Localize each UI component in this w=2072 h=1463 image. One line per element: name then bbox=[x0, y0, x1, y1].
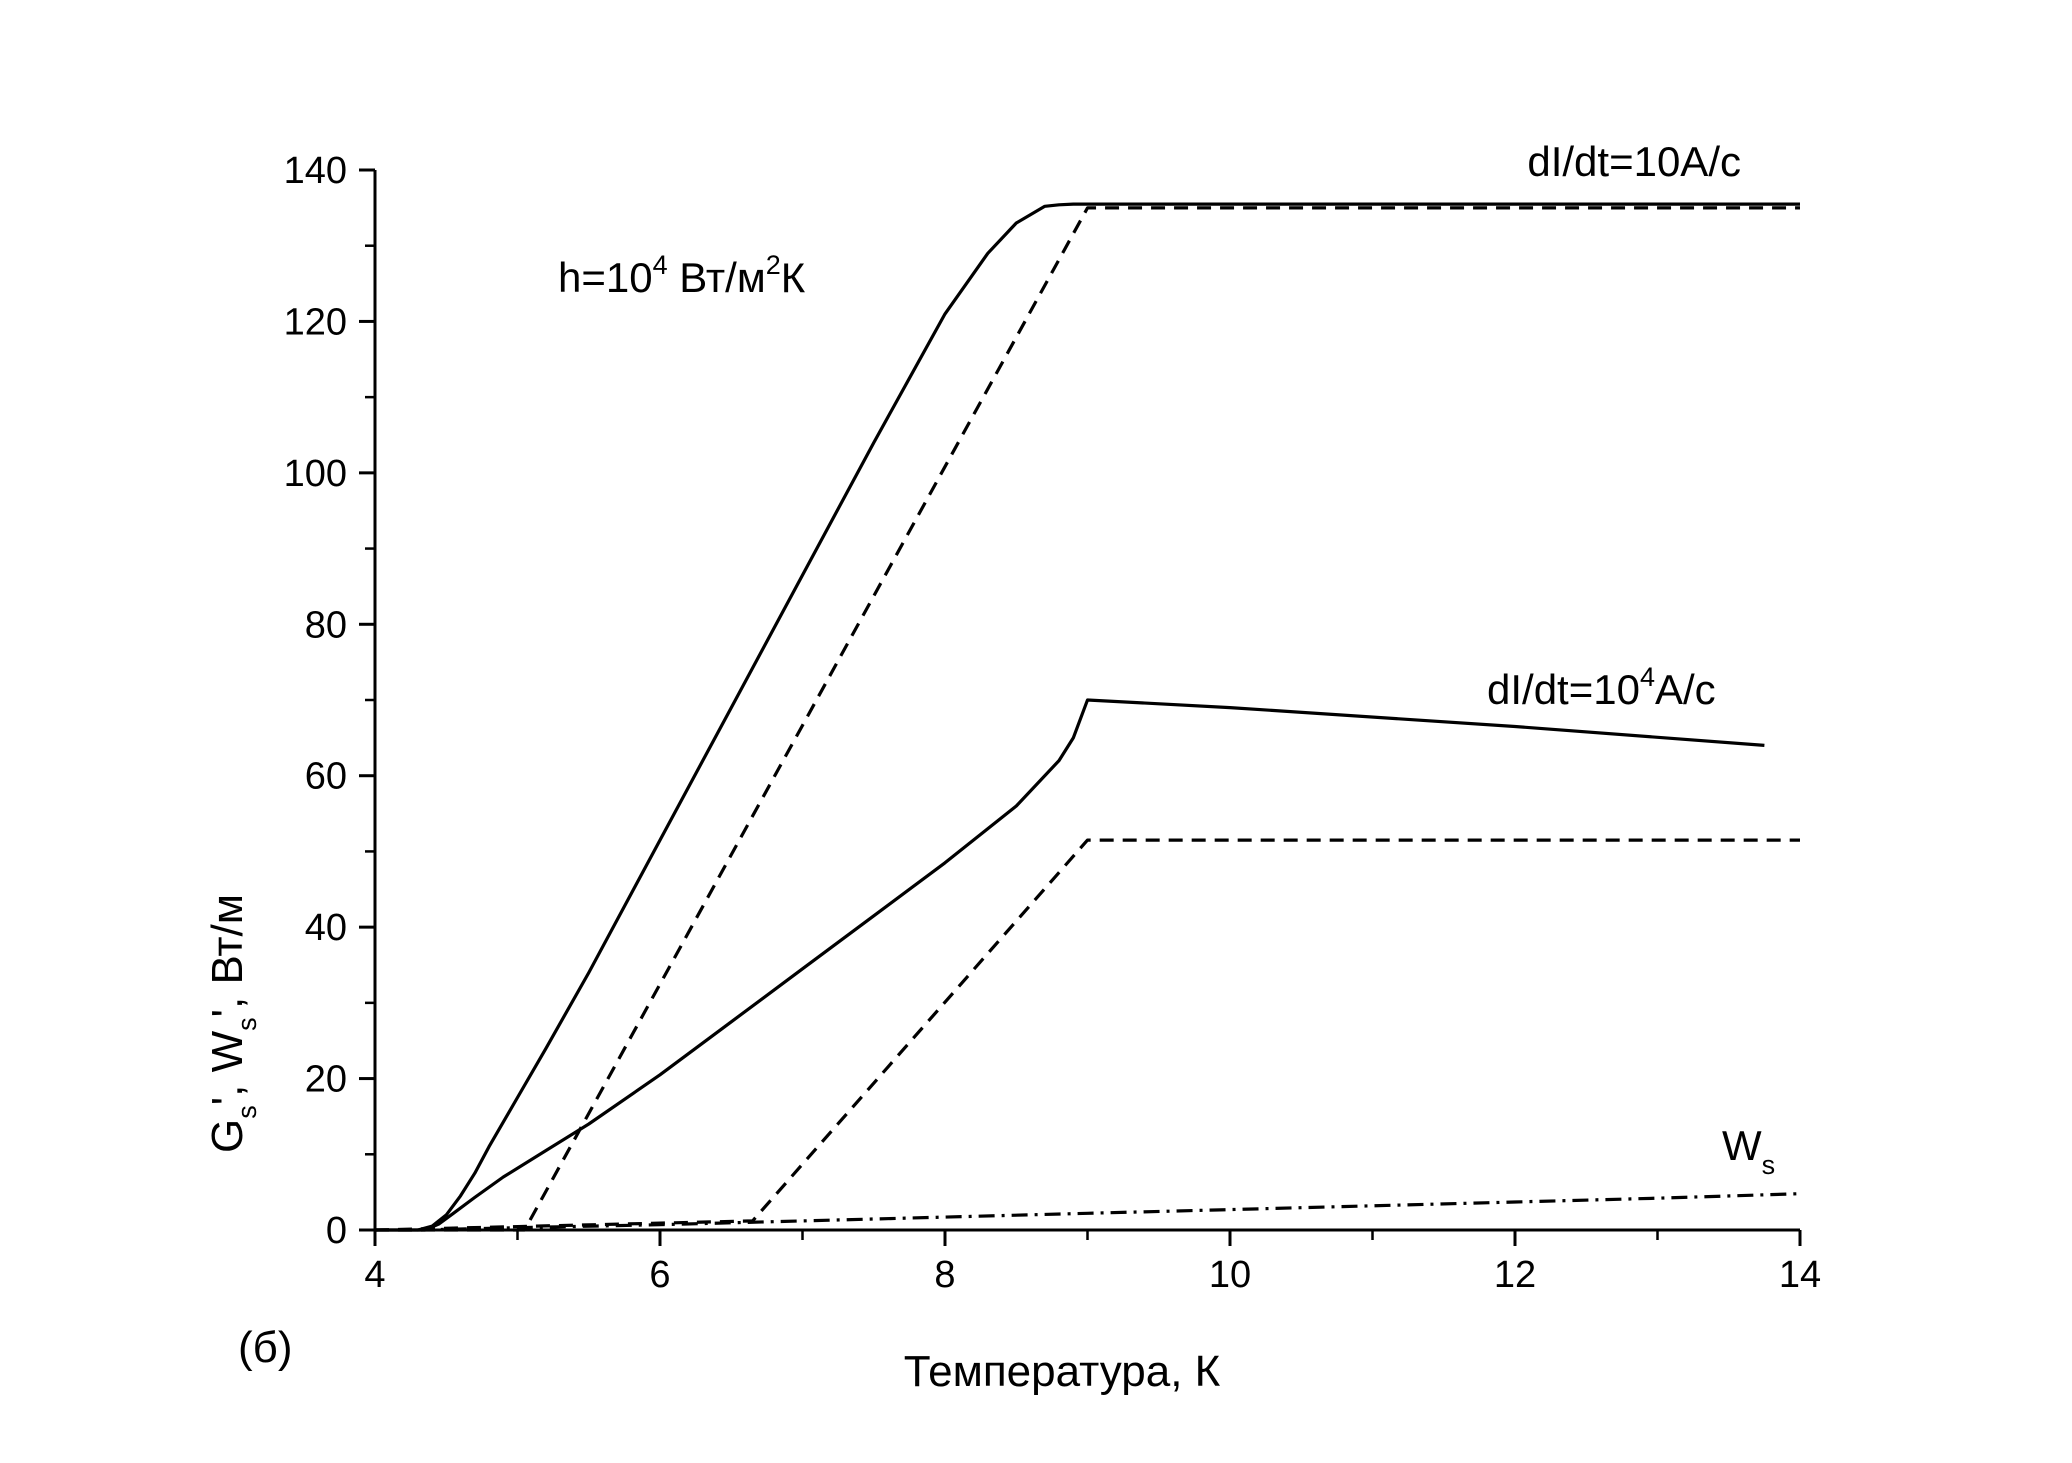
x-axis-title: Температура, К bbox=[904, 1347, 1221, 1396]
ws-curve-label: Ws bbox=[1722, 1122, 1775, 1180]
x-tick-label: 8 bbox=[934, 1254, 955, 1296]
series-line-solid-0 bbox=[375, 202, 1800, 1232]
y-tick-label: 120 bbox=[284, 301, 347, 343]
x-tick-label: 6 bbox=[649, 1254, 670, 1296]
y-tick-label: 40 bbox=[305, 907, 347, 949]
y-tick-label: 0 bbox=[326, 1210, 347, 1252]
y-tick-label: 20 bbox=[305, 1059, 347, 1101]
y-tick-label: 140 bbox=[284, 150, 347, 192]
series-line-dashdot-4 bbox=[417, 1192, 1801, 1232]
x-tick-label: 4 bbox=[364, 1254, 385, 1296]
panel-label: (б) bbox=[238, 1323, 293, 1372]
x-tick-label: 12 bbox=[1494, 1254, 1536, 1296]
y-tick-label: 60 bbox=[305, 756, 347, 798]
x-tick-label: 14 bbox=[1779, 1254, 1821, 1296]
series-line-dashed-1 bbox=[375, 206, 1800, 1232]
x-tick-label: 10 bbox=[1209, 1254, 1251, 1296]
series-line-dashed-3 bbox=[374, 838, 1800, 1232]
rate-1e4-label: dI/dt=104A/c bbox=[1487, 662, 1716, 713]
y-tick-label: 80 bbox=[305, 604, 347, 646]
h-coefficient-label: h=104 Вт/м2К bbox=[558, 250, 806, 301]
y-tick-label: 100 bbox=[284, 453, 347, 495]
rate-10-label: dI/dt=10A/c bbox=[1527, 138, 1741, 185]
y-axis-title: Gs', Ws', Вт/м bbox=[203, 894, 262, 1153]
series-line-solid-2 bbox=[375, 698, 1765, 1232]
series bbox=[374, 202, 1801, 1232]
